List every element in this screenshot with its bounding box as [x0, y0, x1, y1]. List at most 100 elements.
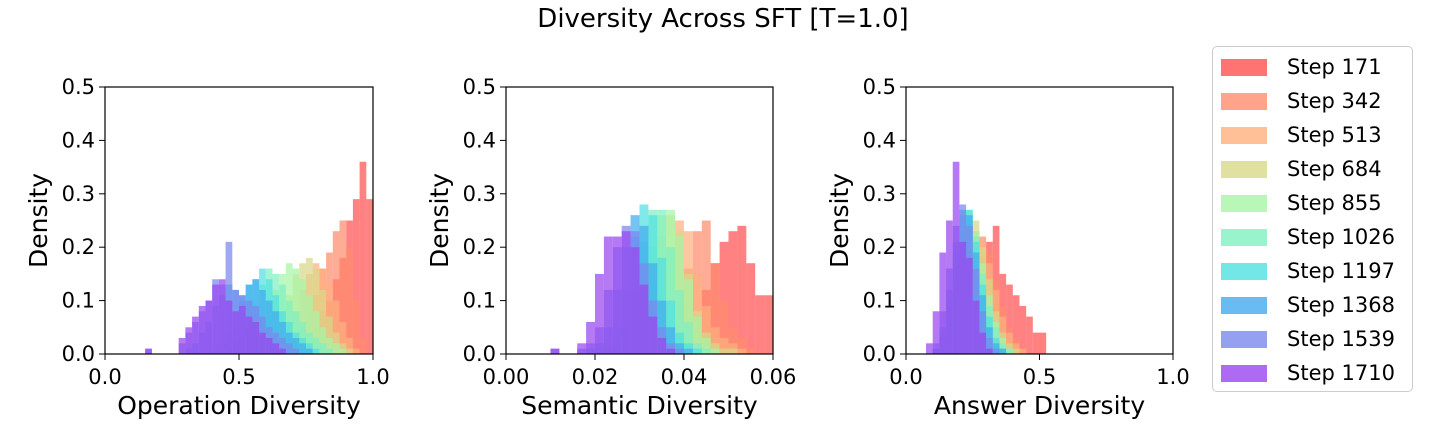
- bar: [701, 305, 711, 354]
- bar: [675, 289, 684, 354]
- x-tick-label: 0.04: [661, 365, 708, 389]
- bar: [710, 263, 720, 354]
- bar: [279, 348, 286, 354]
- bar: [232, 311, 239, 354]
- legend-item: Step 342: [1221, 87, 1382, 115]
- bar: [1019, 348, 1027, 354]
- bar: [939, 252, 947, 354]
- bar: [299, 343, 306, 354]
- legend-swatch: [1221, 330, 1267, 348]
- y-tick-label: 0.5: [863, 75, 896, 99]
- x-tick-label: 1.0: [356, 365, 389, 389]
- bar: [952, 161, 960, 354]
- bar: [185, 327, 193, 354]
- bar: [737, 348, 747, 354]
- bar: [205, 300, 213, 354]
- x-axis-label: Answer Diversity: [934, 391, 1145, 420]
- bar: [755, 295, 765, 354]
- bar: [737, 337, 747, 354]
- legend-swatch: [1221, 92, 1267, 110]
- y-tick-label: 0.0: [463, 342, 496, 366]
- figure-title: Diversity Across SFT [T=1.0]: [537, 4, 909, 34]
- legend-swatch: [1221, 194, 1267, 212]
- bar: [701, 348, 711, 354]
- bar: [299, 321, 306, 354]
- x-tick-label: 0.00: [483, 365, 530, 389]
- legend-swatch: [1221, 228, 1267, 246]
- bar: [586, 321, 595, 354]
- bar: [326, 316, 333, 354]
- bar: [992, 348, 1000, 354]
- bar: [630, 247, 640, 354]
- legend-item: Step 1710: [1221, 359, 1395, 387]
- bar: [319, 289, 327, 354]
- y-tick-label: 0.3: [463, 182, 496, 206]
- bar: [346, 348, 353, 354]
- bar: [332, 231, 340, 354]
- bar: [326, 348, 333, 354]
- y-tick-label: 0.5: [463, 75, 496, 99]
- bar: [1019, 305, 1027, 354]
- bar: [339, 348, 347, 354]
- bar: [746, 348, 756, 354]
- y-tick-label: 0.2: [463, 235, 496, 259]
- bar: [692, 316, 702, 354]
- legend-swatch: [1221, 160, 1267, 178]
- bar: [657, 337, 667, 354]
- legend-item: Step 684: [1221, 155, 1382, 183]
- bar: [932, 311, 940, 354]
- bar: [701, 337, 711, 354]
- bars-group: [145, 161, 373, 354]
- bar: [666, 348, 676, 354]
- bar: [319, 327, 327, 354]
- bar: [728, 231, 738, 354]
- bars-group: [550, 204, 773, 354]
- bar: [352, 348, 360, 354]
- y-tick-label: 0.2: [863, 235, 896, 259]
- bar: [710, 327, 720, 354]
- bar: [359, 161, 367, 354]
- x-tick-label: 0.0: [889, 365, 922, 389]
- bar: [359, 337, 367, 354]
- legend-item: Step 855: [1221, 189, 1382, 217]
- y-tick-label: 0.3: [62, 182, 95, 206]
- legend-item: Step 513: [1221, 121, 1382, 149]
- y-tick-label: 0.1: [62, 289, 95, 313]
- bar: [1006, 348, 1013, 354]
- y-tick-label: 0.0: [62, 342, 95, 366]
- y-axis-label: Density: [825, 173, 854, 268]
- bar: [684, 321, 693, 354]
- legend-item: Step 1368: [1221, 291, 1395, 319]
- x-axis-label: Operation Diversity: [117, 391, 361, 420]
- legend-label: Step 1368: [1287, 293, 1395, 317]
- x-tick-label: 0.0: [88, 365, 121, 389]
- bar: [550, 348, 560, 354]
- legend-label: Step 1197: [1287, 259, 1395, 283]
- bar: [218, 279, 226, 354]
- bar: [684, 279, 693, 354]
- bar: [339, 321, 347, 354]
- bar: [339, 220, 347, 354]
- bar: [639, 284, 649, 354]
- bar: [675, 348, 684, 354]
- x-tick-label: 0.5: [1023, 365, 1056, 389]
- y-tick-label: 0.1: [863, 289, 896, 313]
- bar: [239, 305, 246, 354]
- bar: [1012, 348, 1020, 354]
- legend-label: Step 1026: [1287, 225, 1395, 249]
- bar: [986, 337, 993, 354]
- bar: [966, 257, 973, 354]
- legend-label: Step 171: [1287, 55, 1382, 79]
- bar: [621, 231, 631, 354]
- bar: [292, 337, 300, 354]
- bar: [1032, 332, 1040, 354]
- bar: [265, 337, 273, 354]
- y-axis-label: Density: [425, 173, 454, 268]
- bar: [577, 343, 587, 354]
- bar: [332, 343, 340, 354]
- bar: [352, 300, 360, 354]
- bar: [225, 241, 233, 354]
- y-tick-label: 0.4: [463, 128, 496, 152]
- bar: [612, 236, 622, 354]
